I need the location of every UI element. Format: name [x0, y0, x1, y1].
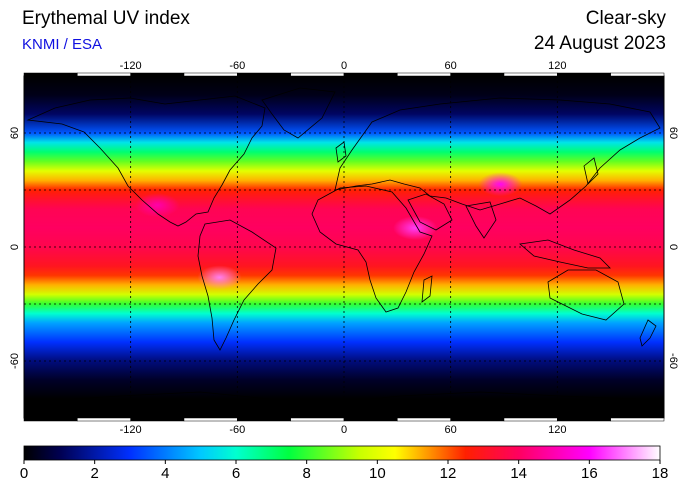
lon-label-top: 60 [445, 60, 457, 72]
coastline-antarctica [24, 391, 664, 405]
colorbar-ticks: 0 2 4 6 8 10 12 14 16 18 [20, 460, 669, 482]
colorbar-tick-label: 18 [652, 465, 669, 482]
coastline-africa [311, 185, 433, 313]
colorbar-tick-label: 6 [232, 465, 240, 482]
colorbar-tick-label: 2 [90, 465, 98, 482]
coastline-north-america [26, 95, 266, 227]
sky-mode-label: Clear-sky [585, 8, 666, 29]
frame-scale-segment [450, 72, 505, 77]
lon-label-bottom: 0 [341, 424, 347, 436]
uv-hotspot [197, 265, 242, 290]
frame-scale-segment [23, 72, 78, 77]
coastline-japan [583, 157, 599, 185]
lat-label-left: 60 [9, 127, 21, 139]
frame-scale-segment [290, 72, 345, 77]
coastline-australia [547, 269, 625, 321]
colorbar-tick-label: 14 [510, 465, 527, 482]
map-title: Erythemal UV index [22, 8, 190, 29]
frame-scale-segment [130, 417, 185, 422]
uv-map: -120 -60 0 60 120 -120 -60 0 60 120 60 0 -60 60 0 -6… [9, 60, 679, 436]
frame-scale-segment [130, 72, 185, 77]
lat-label-left: 0 [9, 244, 21, 250]
coastline-south-america [197, 219, 277, 351]
frame-scale-segment [397, 417, 451, 422]
coastlines [24, 87, 664, 405]
coastline-india [465, 201, 497, 239]
frame-scale-segment [557, 72, 611, 77]
lat-label-left: -60 [9, 353, 21, 369]
lat-label-right: 0 [667, 244, 679, 250]
uv-hotspot [393, 216, 438, 240]
frame-scale-segment [237, 72, 291, 77]
frame-scale-segment [77, 417, 131, 422]
frame-scale-segment [610, 417, 665, 422]
frame-scale-segment [290, 417, 345, 422]
credit-label: KNMI / ESA [22, 36, 103, 53]
lon-label-bottom: 60 [445, 424, 457, 436]
coastline-new-zealand [639, 319, 657, 347]
frame-scale-segment [397, 72, 451, 77]
uv-hotspot [135, 193, 180, 218]
lon-labels-bottom: -120 -60 0 60 120 [120, 424, 567, 436]
lon-label-bottom: -60 [229, 424, 245, 436]
graticule [24, 76, 664, 418]
colorbar-tick-label: 8 [302, 465, 310, 482]
colorbar-tick-label: 12 [440, 465, 457, 482]
lon-label-top: 120 [548, 60, 566, 72]
frame-scale-segment [610, 72, 665, 77]
frame-scale-segment [503, 417, 558, 422]
lat-label-right: 60 [667, 127, 679, 139]
frame-scale-segment [183, 72, 238, 77]
lat-labels-left: 60 0 -60 [9, 127, 21, 369]
uv-hotspot [478, 172, 523, 197]
frame-scale-segment [450, 417, 505, 422]
colorbar-tick-label: 0 [20, 465, 28, 482]
date-label: 24 August 2023 [533, 33, 666, 54]
coastline-arabia [407, 193, 453, 231]
lon-label-top: -120 [120, 60, 142, 72]
coastline-indonesia [519, 239, 611, 269]
colorbar-strip [23, 445, 661, 461]
frame-scale-segment [343, 417, 398, 422]
frame-ticks [23, 72, 665, 422]
coastline-eurasia [334, 97, 661, 215]
frame-scale-segment [503, 72, 558, 77]
coastline-madagascar [421, 275, 433, 303]
lon-labels-top: -120 -60 0 60 120 [120, 60, 567, 72]
map-field [24, 76, 664, 418]
lon-label-bottom: -120 [120, 424, 142, 436]
frame-scale-segment [23, 417, 78, 422]
coastline-britain [335, 141, 347, 163]
lon-label-bottom: 120 [548, 424, 566, 436]
lat-labels-right: 60 0 -60 [667, 127, 679, 369]
frame-scale-segment [343, 72, 398, 77]
frame-scale-segment [183, 417, 238, 422]
frame-scale-segment [77, 72, 131, 77]
lon-label-top: -60 [229, 60, 245, 72]
colorbar-tick-label: 16 [581, 465, 598, 482]
lat-label-right: -60 [667, 353, 679, 369]
lon-label-top: 0 [341, 60, 347, 72]
frame-scale-segment [557, 417, 611, 422]
colorbar-tick-label: 4 [161, 465, 169, 482]
frame-scale-segment [237, 417, 291, 422]
colorbar-tick-label: 10 [369, 465, 386, 482]
coastline-greenland [261, 87, 336, 139]
